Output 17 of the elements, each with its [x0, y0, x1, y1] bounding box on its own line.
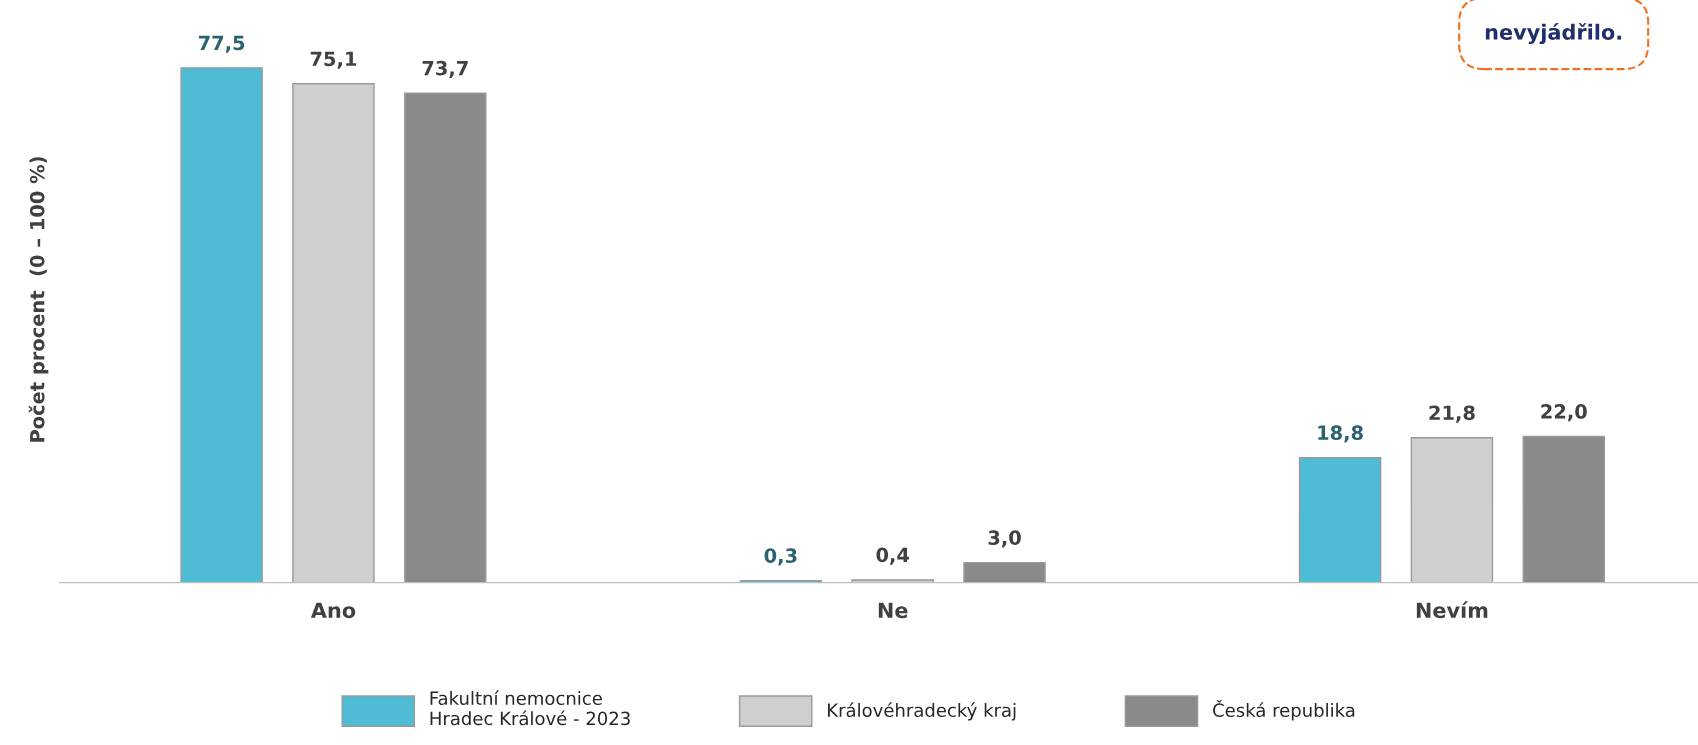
data-label: 0,3 — [764, 548, 797, 566]
data-label: 73,7 — [422, 60, 468, 78]
legend-label: Fakultní nemocnice Hradec Králové - 2023 — [430, 690, 630, 726]
data-label: 77,5 — [198, 35, 245, 53]
data-label: 21,8 — [1429, 405, 1475, 423]
data-label: 0,4 — [876, 547, 910, 565]
legend-label: Česká republika — [1213, 700, 1355, 721]
data-label: 3,0 — [988, 530, 1021, 548]
x-tick-label: Ne — [878, 602, 908, 619]
legend-label: Královéhradecký kraj — [828, 702, 1016, 721]
data-label: 22,0 — [1541, 404, 1587, 422]
data-label: 75,1 — [310, 51, 357, 69]
x-tick-label: Ano — [310, 602, 356, 619]
text: nevyjádřilo. — [1485, 22, 1622, 45]
data-label: 18,8 — [1318, 425, 1363, 443]
y-axis-title: Počet procent (0 – 100 %) — [28, 157, 49, 442]
x-tick-label: Nevím — [1416, 601, 1488, 619]
